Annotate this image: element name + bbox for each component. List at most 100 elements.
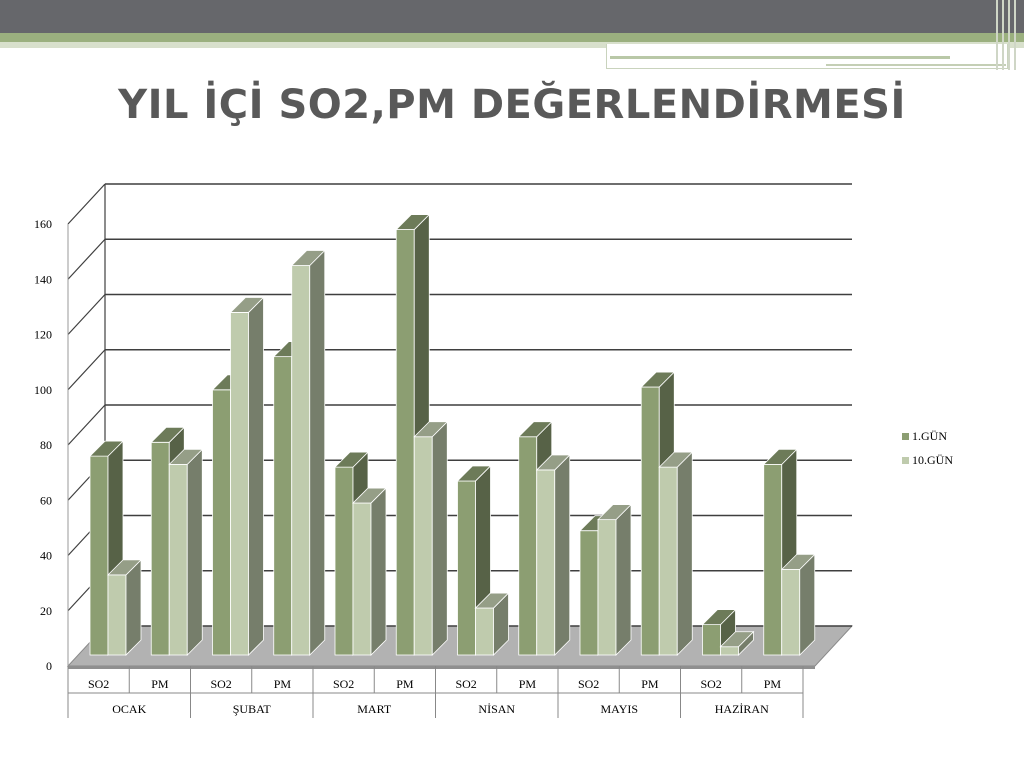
- x-group-label: NİSAN: [478, 702, 515, 716]
- y-tick-label: 60: [40, 493, 52, 507]
- legend-item-series-2: 10.GÜN: [902, 448, 953, 472]
- x-category-label: SO2: [700, 677, 721, 691]
- chart-legend: 1.GÜN 10.GÜN: [902, 424, 953, 472]
- header-tab-line: [610, 56, 950, 59]
- bar-series-2-front: [230, 312, 249, 656]
- bar-series-2-front: [291, 265, 311, 656]
- bar-series-1-front: [273, 356, 293, 656]
- gridline-side: [67, 238, 106, 280]
- gridline-side: [67, 294, 106, 335]
- bar-series-2-top: [290, 250, 326, 266]
- bar-series-1-front: [702, 624, 721, 656]
- legend-swatch-series-1: [902, 432, 909, 440]
- bar-series-2-top: [780, 553, 816, 570]
- x-category-label: PM: [274, 677, 292, 691]
- bar-series-2-front: [352, 502, 372, 656]
- bar-series-2-top: [597, 504, 632, 521]
- bar-series-2-front: [720, 646, 739, 656]
- bar-series-2-top: [107, 559, 142, 576]
- x-group-label: MAYIS: [600, 702, 638, 716]
- bar-series-2-front: [475, 607, 494, 656]
- legend-label-series-2: 10.GÜN: [912, 452, 953, 467]
- bar-series-1-front: [579, 530, 599, 656]
- bar-series-2-front: [781, 568, 801, 656]
- y-tick-label: 100: [34, 383, 52, 397]
- bar-series-2-top: [413, 421, 449, 438]
- bar-series-1-top: [89, 440, 124, 457]
- bar-series-1-front: [334, 466, 354, 656]
- bar-series-1-front: [640, 386, 660, 656]
- x-category-label: SO2: [210, 677, 231, 691]
- x-group-label: MART: [357, 702, 392, 716]
- x-group-label: HAZİRAN: [715, 702, 769, 716]
- x-category-label: PM: [641, 677, 659, 691]
- x-category-label: PM: [519, 677, 537, 691]
- bar-series-2-side: [676, 451, 693, 656]
- y-tick-label: 120: [34, 328, 52, 342]
- bar-series-2-side: [125, 558, 142, 656]
- y-tick-label: 20: [40, 604, 52, 618]
- x-category-label: PM: [151, 677, 169, 691]
- header-band-green: [0, 33, 1024, 42]
- x-category-label: PM: [396, 677, 414, 691]
- bar-series-2-top: [352, 487, 387, 504]
- y-tick-label: 160: [34, 217, 52, 231]
- bar-series-2-side: [248, 296, 264, 656]
- bar-series-2-top: [535, 454, 571, 471]
- x-category-label: SO2: [455, 677, 476, 691]
- bar-series-1-top: [395, 214, 431, 230]
- x-category-label: PM: [764, 677, 782, 691]
- x-category-label: SO2: [578, 677, 599, 691]
- gridline-side: [67, 404, 106, 446]
- bar-series-1-top: [150, 426, 186, 443]
- bar-series-2-side: [554, 453, 571, 656]
- bar-series-1-front: [518, 436, 538, 656]
- x-group-label: OCAK: [112, 702, 146, 716]
- bar-series-2-front: [658, 466, 678, 656]
- bar-series-2-front: [107, 574, 127, 656]
- bar-series-2-top: [229, 297, 265, 313]
- legend-label-series-1: 1.GÜN: [912, 428, 947, 443]
- bar-series-2-front: [168, 463, 188, 656]
- legend-swatch-series-2: [902, 456, 909, 464]
- bar-series-2-front: [536, 469, 556, 656]
- bar-series-1-top: [334, 451, 369, 468]
- chart-floor-edge: [68, 666, 815, 669]
- header-band-dark: [0, 0, 1024, 33]
- bar-series-2-front: [413, 436, 433, 656]
- slide-title: YIL İÇİ SO2,PM DEĞERLENDİRMESİ: [118, 82, 906, 128]
- bar-series-1-front: [457, 480, 476, 656]
- legend-item-series-1: 1.GÜN: [902, 424, 953, 448]
- bar-series-1-front: [150, 441, 170, 656]
- bar-series-1-top: [701, 609, 737, 626]
- gridline-side: [67, 349, 106, 391]
- header-edge-stripes: [994, 0, 1024, 70]
- bar-series-2-side: [186, 448, 203, 656]
- y-tick-label: 0: [46, 659, 52, 673]
- bar-series-1-top: [762, 448, 798, 465]
- bar-series-2-side: [309, 249, 326, 656]
- bar-series-2-side: [615, 503, 632, 656]
- x-category-label: SO2: [333, 677, 354, 691]
- header-tab-line-short: [826, 64, 1006, 66]
- y-tick-label: 80: [40, 438, 52, 452]
- y-tick-label: 140: [34, 272, 52, 286]
- bar-series-1-top: [640, 371, 676, 388]
- x-category-label: SO2: [88, 677, 109, 691]
- bar-series-2-top: [168, 448, 204, 465]
- bar-series-1-front: [395, 229, 415, 656]
- bar-series-1-top: [456, 465, 492, 482]
- bar-series-1-front: [212, 389, 231, 656]
- bar-series-1-front: [89, 455, 109, 656]
- y-tick-label: 40: [40, 549, 52, 563]
- bar-series-1-front: [763, 463, 783, 656]
- bar-series-2-top: [719, 631, 755, 648]
- bar-series-1-top: [517, 421, 553, 438]
- bar-series-2-top: [658, 451, 694, 468]
- bar-series-2-side: [431, 420, 448, 656]
- x-group-label: ŞUBAT: [233, 702, 272, 716]
- bar-series-2-side: [799, 553, 816, 656]
- bar-series-2-top: [474, 592, 510, 609]
- gridline-side: [67, 183, 106, 225]
